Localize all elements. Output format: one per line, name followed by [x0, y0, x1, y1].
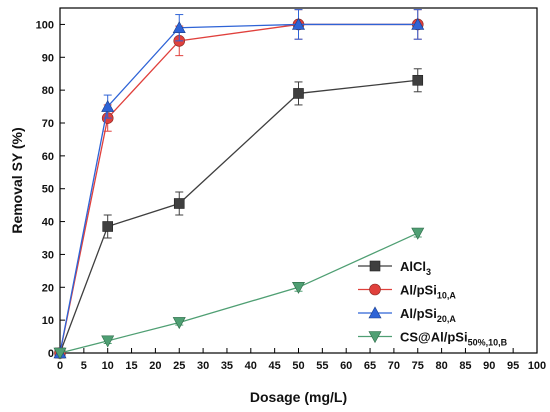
legend-label: Al/pSi10,A — [400, 283, 456, 301]
x-tick-label: 90 — [483, 360, 495, 372]
x-tick-label: 35 — [221, 360, 233, 372]
x-tick-label: 40 — [245, 360, 257, 372]
data-point — [102, 221, 113, 232]
y-axis-title: Removal SY (%) — [9, 127, 25, 233]
x-tick-label: 75 — [412, 360, 424, 372]
y-tick-label: 10 — [42, 315, 54, 327]
data-point — [291, 281, 306, 294]
data-point — [172, 317, 186, 330]
series-line — [59, 23, 418, 354]
x-tick-label: 100 — [528, 360, 546, 372]
data-point — [172, 21, 186, 34]
legend: AlCl3 Al/pSi10,A Al/pSi20,A CS@Al/pSi50%,10… — [358, 259, 508, 348]
series-line — [59, 79, 418, 354]
data-point — [291, 17, 306, 30]
data-point — [173, 198, 185, 209]
x-tick-label: 25 — [173, 360, 185, 372]
legend-entry: Al/pSi20,A — [358, 306, 456, 324]
x-tick-label: 65 — [364, 360, 376, 372]
y-tick-label: 50 — [42, 184, 54, 196]
legend-marker — [369, 260, 381, 272]
y-tick-label: 0 — [48, 348, 54, 360]
legend-label: CS@Al/pSi50%,10,B — [400, 330, 508, 348]
data-point — [101, 335, 115, 348]
legend-label: Al/pSi20,A — [400, 306, 456, 324]
legend-entry: Al/pSi10,A — [358, 283, 456, 301]
data-point — [293, 88, 304, 99]
axes: 0 5 10 15 20 25 30 35 40 45 50 55 60 65 70 75 80 85 90 95 10… — [36, 7, 546, 372]
y-tick-label: 100 — [36, 19, 54, 31]
y-tick-label: 90 — [42, 52, 54, 64]
series-2 — [53, 9, 425, 359]
data-point — [411, 17, 425, 30]
legend-marker — [368, 331, 382, 344]
data-point — [411, 227, 425, 240]
x-tick-label: 85 — [459, 360, 471, 372]
x-tick-label: 50 — [292, 360, 304, 372]
x-axis-title: Dosage (mg/L) — [250, 389, 347, 405]
legend-marker — [369, 283, 381, 296]
data-point — [53, 347, 67, 360]
legend-marker — [368, 306, 382, 319]
x-tick-label: 80 — [435, 360, 447, 372]
y-tick-label: 70 — [42, 118, 54, 130]
legend-entry: AlCl3 — [358, 259, 431, 277]
legend-label: AlCl3 — [400, 259, 431, 277]
series-layer — [53, 9, 425, 360]
x-tick-label: 60 — [340, 360, 352, 372]
series-line — [59, 23, 418, 354]
data-point — [412, 74, 424, 86]
x-tick-label: 20 — [149, 360, 161, 372]
y-tick-label: 60 — [42, 151, 54, 163]
x-tick-label: 55 — [316, 360, 328, 372]
legend-entry: CS@Al/pSi50%,10,B — [358, 330, 508, 348]
data-point — [101, 99, 115, 112]
series-0 — [54, 68, 424, 359]
series-3 — [53, 227, 425, 360]
series-line — [59, 232, 419, 354]
plot-frame — [59, 7, 538, 354]
x-tick-label: 45 — [269, 360, 281, 372]
x-tick-label: 5 — [81, 360, 87, 372]
x-tick-label: 95 — [507, 360, 519, 372]
y-tick-label: 40 — [42, 217, 54, 229]
x-tick-label: 15 — [125, 360, 137, 372]
y-tick-label: 80 — [42, 85, 54, 97]
x-tick-label: 10 — [102, 360, 114, 372]
x-tick-label: 70 — [388, 360, 400, 372]
x-tick-label: 30 — [197, 360, 209, 372]
y-tick-label: 30 — [42, 249, 54, 261]
y-tick-label: 20 — [42, 282, 54, 294]
series-1 — [54, 9, 424, 359]
x-tick-label: 0 — [57, 360, 63, 372]
